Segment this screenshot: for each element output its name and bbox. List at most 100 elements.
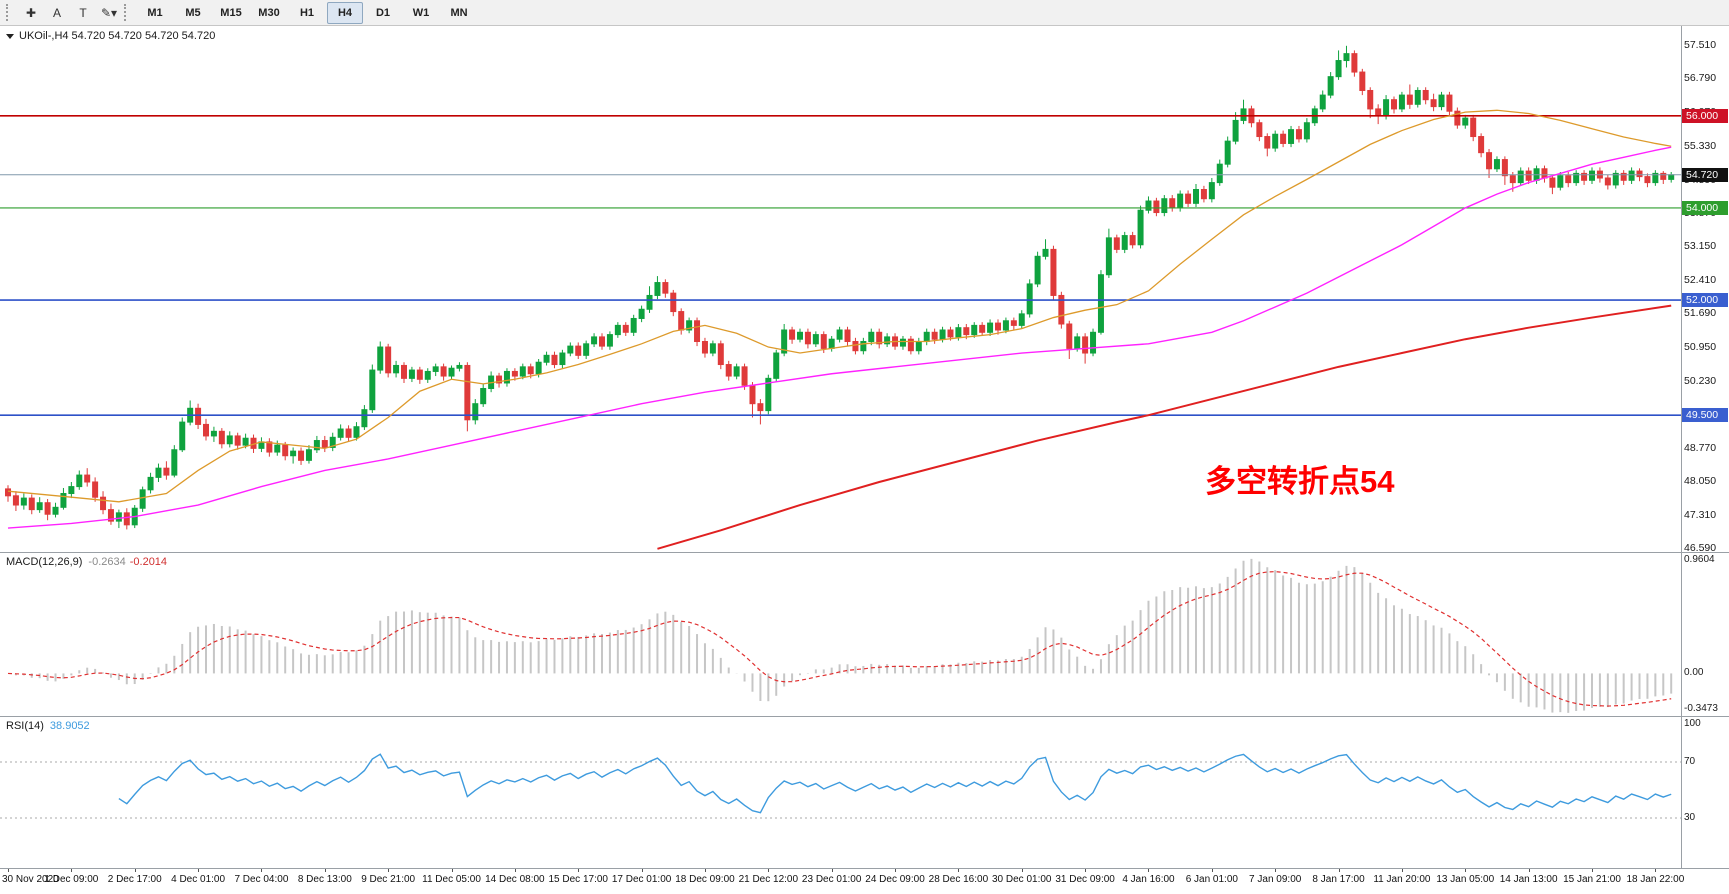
time-tick bbox=[134, 868, 136, 872]
macd-axis-max: 0.9604 bbox=[1684, 554, 1715, 565]
timeframe-m5-button[interactable]: M5 bbox=[185, 6, 201, 19]
price-tick-label: 53.150 bbox=[1684, 240, 1717, 253]
price-tick-label: 48.770 bbox=[1684, 441, 1717, 454]
time-tick bbox=[1211, 868, 1213, 872]
toolbar-draw-tool-button[interactable]: ✎▾ bbox=[100, 5, 118, 20]
price-badge-52.000: 52.000 bbox=[1682, 293, 1728, 308]
time-label: 9 Dec 21:00 bbox=[361, 874, 416, 885]
rsi-axis-100: 100 bbox=[1684, 718, 1701, 729]
time-tick bbox=[831, 868, 833, 872]
timeframe-d1-button[interactable]: D1 bbox=[375, 6, 391, 19]
ma-mid-line bbox=[7, 146, 1672, 529]
rsi-axis-30: 30 bbox=[1684, 812, 1696, 823]
price-tick-label: 51.690 bbox=[1684, 307, 1717, 320]
price-tick-label: 47.310 bbox=[1684, 509, 1717, 522]
time-label: 6 Jan 01:00 bbox=[1185, 874, 1238, 885]
time-label: 4 Jan 16:00 bbox=[1122, 874, 1175, 885]
toolbar-grip[interactable] bbox=[6, 4, 12, 21]
macd-signal-line bbox=[7, 571, 1672, 707]
time-label: 8 Jan 17:00 bbox=[1312, 874, 1365, 885]
time-label: 24 Dec 09:00 bbox=[865, 874, 925, 885]
time-tick bbox=[261, 868, 263, 872]
rsi-indicator bbox=[0, 753, 1681, 819]
price-chart-pane[interactable]: UKOil-,H4 54.720 54.720 54.720 54.720 多空… bbox=[0, 26, 1681, 552]
time-tick bbox=[1592, 868, 1593, 872]
candlestick-chart bbox=[0, 45, 1681, 550]
price-tick-label: 48.050 bbox=[1684, 474, 1717, 487]
rsi-label: RSI(14) 38.9052 bbox=[6, 720, 90, 732]
macd-histogram bbox=[14, 558, 1673, 713]
pane-separator[interactable] bbox=[0, 868, 1729, 869]
time-label: 7 Jan 09:00 bbox=[1249, 874, 1302, 885]
rsi-axis-70: 70 bbox=[1684, 756, 1696, 767]
rsi-line bbox=[118, 753, 1672, 814]
time-label: 11 Jan 20:00 bbox=[1373, 874, 1431, 885]
time-tick bbox=[451, 868, 453, 872]
rsi-value: 38.9052 bbox=[49, 720, 90, 732]
time-label: 28 Dec 16:00 bbox=[928, 874, 989, 885]
time-label: 2 Dec 17:00 bbox=[107, 874, 162, 885]
time-tick bbox=[1275, 868, 1277, 872]
timeframes-group: M1 M5 M15 M30 H1 H4 D1 W1 MN bbox=[136, 1, 478, 24]
rsi-pane[interactable]: RSI(14) 38.9052 bbox=[0, 716, 1681, 868]
time-tick bbox=[1148, 868, 1150, 872]
time-label: 30 Nov 2020 bbox=[2, 874, 59, 885]
time-tick bbox=[1528, 868, 1530, 872]
timeframe-h4-button[interactable]: H4 bbox=[327, 1, 363, 24]
time-label: 18 Jan 22:00 bbox=[1626, 874, 1685, 885]
price-tick-label: 52.410 bbox=[1684, 274, 1717, 287]
rsi-title: RSI(14) bbox=[6, 720, 44, 732]
timeframe-h1-button[interactable]: H1 bbox=[299, 6, 315, 19]
time-tick bbox=[1085, 868, 1087, 872]
drawing-tools-group: ✚ A T ✎▾ bbox=[18, 2, 122, 24]
price-tick-label: 50.230 bbox=[1684, 374, 1717, 387]
timeframe-mn-button[interactable]: MN bbox=[450, 6, 468, 19]
time-tick bbox=[1021, 868, 1023, 872]
time-label: 7 Dec 04:00 bbox=[234, 874, 289, 885]
time-label: 15 Jan 21:00 bbox=[1563, 874, 1621, 885]
timeframe-m30-button[interactable]: M30 bbox=[258, 6, 280, 19]
toolbar-grip-2[interactable] bbox=[124, 4, 130, 21]
pane-separator[interactable] bbox=[0, 716, 1729, 717]
time-tick bbox=[1655, 868, 1657, 872]
time-tick bbox=[324, 868, 326, 872]
time-label: 4 Dec 01:00 bbox=[171, 874, 226, 885]
macd-signal-value: -0.2014 bbox=[129, 556, 168, 568]
time-tick bbox=[641, 868, 643, 872]
candlestick-series bbox=[5, 45, 1675, 530]
time-label: 14 Dec 08:00 bbox=[485, 874, 545, 885]
price-badge-54.000: 54.000 bbox=[1682, 200, 1728, 215]
toolbar-text-tool-button[interactable]: A bbox=[52, 5, 61, 20]
time-label: 1 Dec 09:00 bbox=[44, 874, 99, 885]
time-label: 11 Dec 05:00 bbox=[422, 874, 481, 885]
time-label: 13 Jan 05:00 bbox=[1436, 874, 1495, 885]
chart-annotation-text: 多空转折点54 bbox=[1205, 464, 1395, 499]
time-label: 31 Dec 09:00 bbox=[1055, 874, 1115, 885]
symbol-dropdown-icon bbox=[6, 34, 14, 39]
macd-axis-zero: 0.00 bbox=[1684, 667, 1704, 679]
time-label: 15 Dec 17:00 bbox=[548, 874, 608, 885]
time-tick bbox=[1465, 868, 1467, 872]
pane-separator[interactable] bbox=[0, 552, 1729, 553]
axis-separator bbox=[1681, 26, 1682, 868]
price-tick-label: 56.790 bbox=[1684, 72, 1717, 85]
macd-title: MACD(12,26,9) bbox=[6, 556, 83, 568]
timeframe-w1-button[interactable]: W1 bbox=[412, 6, 430, 19]
timeframe-m1-button[interactable]: M1 bbox=[147, 6, 163, 19]
time-tick bbox=[768, 868, 770, 872]
price-tick-label: 55.330 bbox=[1684, 139, 1717, 152]
macd-label: MACD(12,26,9) -0.2634 -0.2014 bbox=[6, 556, 167, 568]
time-label: 21 Dec 12:00 bbox=[738, 874, 799, 885]
macd-pane[interactable]: MACD(12,26,9) -0.2634 -0.2014 bbox=[0, 552, 1681, 716]
timeframe-m15-button[interactable]: M15 bbox=[220, 6, 242, 19]
time-tick bbox=[578, 868, 580, 872]
symbol-ohlc-text: UKOil-,H4 54.720 54.720 54.720 54.720 bbox=[19, 30, 216, 42]
toolbar-label-tool-button[interactable]: T bbox=[79, 5, 87, 20]
ma-slow-line bbox=[657, 304, 1672, 550]
macd-axis-min: -0.3473 bbox=[1684, 703, 1718, 714]
toolbar-crosshair-tool-button[interactable]: ✚ bbox=[25, 5, 37, 20]
macd-main-value: -0.2634 bbox=[88, 556, 126, 568]
time-label: 17 Dec 01:00 bbox=[611, 874, 672, 885]
time-label: 30 Dec 01:00 bbox=[992, 874, 1052, 885]
